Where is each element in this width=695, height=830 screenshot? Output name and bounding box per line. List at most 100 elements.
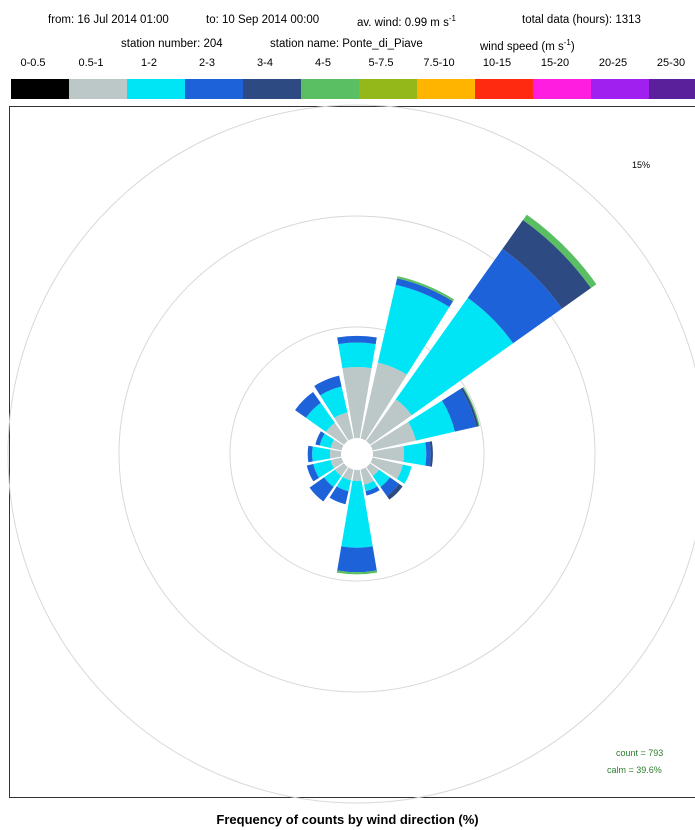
legend-label: 0-0.5 xyxy=(20,57,46,69)
rose-segment xyxy=(320,386,348,418)
rose-segment xyxy=(330,439,344,451)
rose-segment xyxy=(314,375,342,396)
plot-frame xyxy=(9,106,695,798)
legend-swatch xyxy=(533,79,591,99)
grid-ring xyxy=(7,104,695,804)
rose-segment xyxy=(366,399,412,445)
rose-segment xyxy=(306,463,320,482)
legend-swatch xyxy=(11,79,69,99)
rose-segment xyxy=(330,457,344,469)
rose-segment xyxy=(336,570,378,575)
rose-segment xyxy=(441,388,477,432)
rose-segment xyxy=(467,249,562,344)
rose-segment xyxy=(522,214,597,289)
legend-label: 0.5-1 xyxy=(78,57,104,69)
header-wind-speed-close: ) xyxy=(570,40,575,53)
rose-segment xyxy=(365,486,380,496)
rose-segment xyxy=(338,342,376,369)
rose-segment xyxy=(370,457,403,480)
legend-label: 10-15 xyxy=(482,57,512,69)
rose-segment xyxy=(315,431,325,446)
rose-segment xyxy=(324,469,342,487)
legend-label: 3-4 xyxy=(257,57,273,69)
legend-label: 25-30 xyxy=(656,57,686,69)
legend-swatch xyxy=(417,79,475,99)
rose-segment xyxy=(334,412,354,441)
rose-segment xyxy=(377,284,450,375)
header-total: total data (hours): 1313 xyxy=(522,14,641,26)
rose-segment xyxy=(329,486,349,505)
rose-segment xyxy=(360,362,407,441)
legend-label: 20-25 xyxy=(598,57,628,69)
rose-segment xyxy=(380,477,400,497)
legend-swatch xyxy=(127,79,185,99)
rose-segment xyxy=(342,366,372,439)
rose-segment xyxy=(334,463,348,477)
rose-segment xyxy=(305,402,335,432)
calm-label: calm = 39.6% xyxy=(607,765,662,775)
header-avwind-text: av. wind: 0.99 m s xyxy=(357,16,449,29)
header-avwind-sup: -1 xyxy=(448,14,456,23)
legend-swatch xyxy=(185,79,243,99)
header-wind-speed: wind speed (m s-1) xyxy=(480,38,575,53)
rose-segment xyxy=(386,483,403,500)
rose-segment xyxy=(342,467,354,481)
legend-swatch xyxy=(649,79,695,99)
header-station-name: station name: Ponte_di_Piave xyxy=(270,38,423,50)
rose-segment xyxy=(319,433,335,448)
rose-segment xyxy=(364,480,378,492)
grid-ring xyxy=(118,215,596,693)
legend-label: 2-3 xyxy=(199,57,215,69)
rose-segment xyxy=(395,278,453,308)
rose-segment xyxy=(396,464,412,484)
rose-segment xyxy=(325,422,348,445)
header-avwind: av. wind: 0.99 m s-1 xyxy=(357,14,456,29)
legend-label: 5-7.5 xyxy=(368,57,394,69)
grid-ring xyxy=(229,326,485,582)
header-station-number: station number: 204 xyxy=(121,38,223,50)
rose-segment xyxy=(337,546,377,573)
header-wind-speed-sup: -1 xyxy=(563,38,571,47)
legend-swatch xyxy=(359,79,417,99)
rose-segment xyxy=(360,467,374,485)
rose-segment xyxy=(295,392,321,418)
rose-segment xyxy=(352,469,362,482)
rose-segment xyxy=(341,480,373,548)
legend-swatch xyxy=(591,79,649,99)
rose-segment xyxy=(403,442,427,466)
rose-segment xyxy=(397,276,455,302)
count-label: count = 793 xyxy=(616,748,664,758)
legend-swatch xyxy=(69,79,127,99)
rose-segment xyxy=(408,400,455,441)
chart-title: Frequency of counts by wind direction (%… xyxy=(216,812,479,827)
rose-segment xyxy=(366,463,380,477)
calm-circle xyxy=(343,440,371,468)
legend-label: 7.5-10 xyxy=(423,57,455,69)
header-to: to: 10 Sep 2014 00:00 xyxy=(206,14,320,26)
header-from: from: 16 Jul 2014 01:00 xyxy=(48,14,169,26)
rose-segment xyxy=(429,441,433,467)
rose-segment xyxy=(460,387,479,427)
rose-segment xyxy=(309,477,334,502)
rose-segment xyxy=(313,460,335,478)
rose-segment xyxy=(312,446,331,462)
legend-label: 1-2 xyxy=(141,57,157,69)
rose-segment xyxy=(336,476,351,492)
legend-label: 4-5 xyxy=(315,57,331,69)
rose-segment xyxy=(425,441,431,467)
legend-swatch xyxy=(301,79,359,99)
legend-swatch xyxy=(475,79,533,99)
rose-segment xyxy=(337,335,377,345)
rose-segment xyxy=(329,449,342,459)
rose-segment xyxy=(372,469,390,487)
rose-segment xyxy=(395,297,514,416)
rose-segment xyxy=(372,446,405,462)
rose-segment xyxy=(462,387,480,427)
rose-segment xyxy=(502,220,591,309)
ring-label: 15% xyxy=(632,160,650,170)
legend-label: 15-20 xyxy=(540,57,570,69)
header-wind-speed-text: wind speed (m s xyxy=(480,40,564,53)
rose-segment xyxy=(370,421,416,451)
rose-segment xyxy=(307,445,313,463)
